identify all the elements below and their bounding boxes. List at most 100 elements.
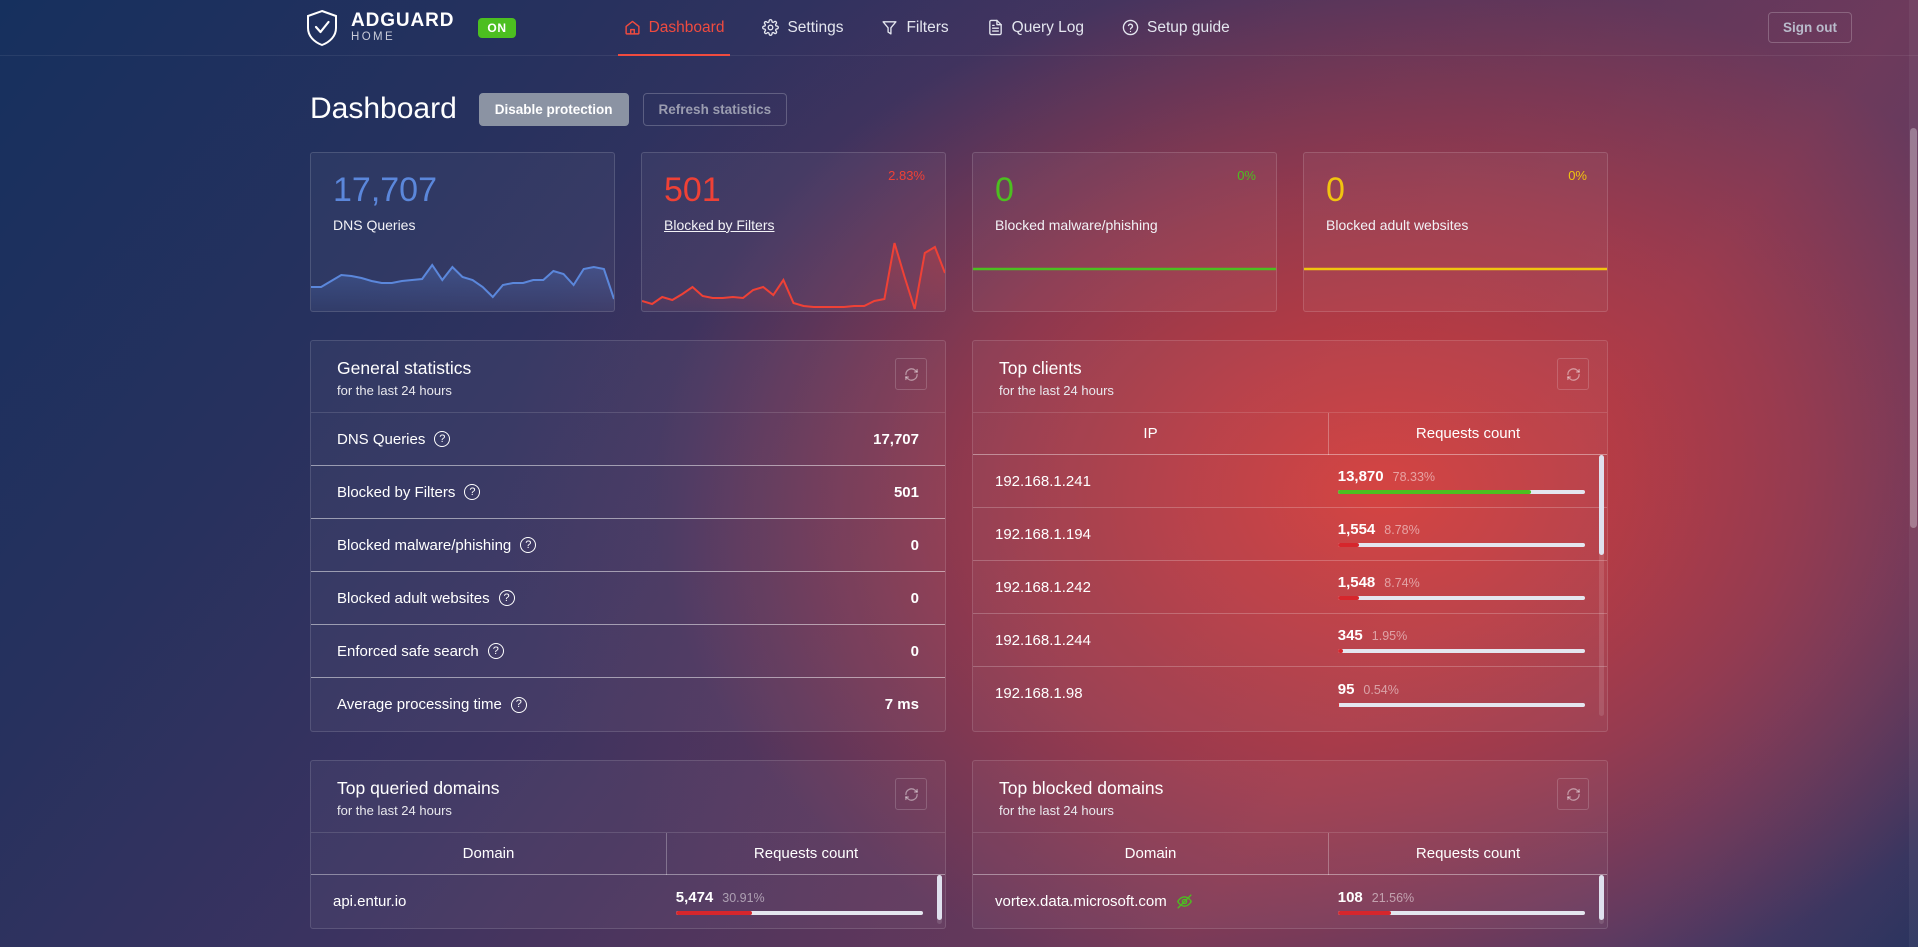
domain-requests: 5,474 30.91% xyxy=(675,888,945,915)
stat-value: 0 xyxy=(910,536,919,554)
brand-subtitle: HOME xyxy=(351,31,396,44)
count-value: 1,554 xyxy=(1337,521,1376,538)
stat-value: 0 xyxy=(910,642,919,660)
help-icon[interactable]: ? xyxy=(487,643,504,659)
panel-general-statistics: General statistics for the last 24 hours… xyxy=(310,340,946,732)
panel-scrollbar-track[interactable] xyxy=(1599,455,1604,716)
refresh-icon-general-statistics[interactable] xyxy=(895,358,927,390)
page-scrollbar[interactable] xyxy=(1909,0,1918,947)
panel-scrollbar-thumb[interactable] xyxy=(1599,455,1604,555)
table-header: Domain Requests count xyxy=(973,832,1607,875)
nav-item-query-log[interactable]: Query Log xyxy=(985,0,1086,56)
nav-item-filters[interactable]: Filters xyxy=(879,0,950,56)
card-blocked-malware-phishing[interactable]: 0% 0 Blocked malware/phishing xyxy=(972,152,1277,312)
nav-item-settings[interactable]: Settings xyxy=(760,0,845,56)
page-header-row: Dashboard Disable protection Refresh sta… xyxy=(310,92,1608,126)
count-percent: 0.54% xyxy=(1363,682,1399,697)
stat-row: Average processing time ? 7 ms xyxy=(311,678,945,731)
panel-title-top-queried-domains: Top queried domains xyxy=(337,778,500,798)
column-header-requests-count: Requests count xyxy=(1328,832,1607,875)
card-blocked-by-filters[interactable]: 2.83% 501 Blocked by Filters xyxy=(641,152,946,312)
panel-scrollbar-track[interactable] xyxy=(1599,875,1604,924)
client-ip: 192.168.1.98 xyxy=(995,685,1083,702)
count-value: 5,474 xyxy=(675,888,714,906)
table-row[interactable]: api.entur.io 5,474 30.91% xyxy=(311,875,945,928)
client-ip: 192.168.1.194 xyxy=(995,525,1091,543)
nav-item-setup-guide[interactable]: Setup guide xyxy=(1120,0,1232,56)
count-value: 13,870 xyxy=(1337,468,1384,485)
table-row[interactable]: 192.168.1.194 1,554 8.78% xyxy=(973,508,1607,561)
help-icon[interactable]: ? xyxy=(510,696,527,713)
stat-label: Enforced safe search xyxy=(337,642,479,660)
client-requests: 1,554 8.78% xyxy=(1337,521,1607,547)
protection-status-badge: ON xyxy=(478,17,516,38)
help-icon[interactable]: ? xyxy=(520,537,537,553)
count-value: 345 xyxy=(1337,627,1363,644)
card-sparkline-blocked-by-filters xyxy=(642,225,945,311)
card-label-dns-queries: DNS Queries xyxy=(333,216,416,233)
table-body: 192.168.1.241 13,870 78.33% 192.168.1.19… xyxy=(973,455,1607,720)
stat-label: Blocked by Filters xyxy=(337,483,456,501)
count-percent: 1.95% xyxy=(1371,629,1408,643)
eye-off-icon[interactable] xyxy=(1176,893,1193,910)
disable-protection-button[interactable]: Disable protection xyxy=(478,92,629,126)
refresh-icon-top-clients[interactable] xyxy=(1557,358,1589,390)
panel-scrollbar-thumb[interactable] xyxy=(937,875,942,920)
count-percent: 8.74% xyxy=(1384,576,1420,590)
table-row[interactable]: 192.168.1.244 345 1.95% xyxy=(973,614,1607,667)
nav-label-setup-guide: Setup guide xyxy=(1147,18,1230,36)
stat-row: Blocked adult websites ? 0 xyxy=(311,572,945,625)
help-icon[interactable]: ? xyxy=(498,590,515,606)
table-row[interactable]: 192.168.1.98 95 0.54% xyxy=(973,667,1607,720)
nav-label-filters: Filters xyxy=(906,18,949,36)
card-label-blocked-by-filters[interactable]: Blocked by Filters xyxy=(664,216,775,233)
domain-name: vortex.data.microsoft.com xyxy=(995,893,1167,910)
domain-cell: vortex.data.microsoft.com xyxy=(995,893,1338,910)
panel-scrollbar-thumb[interactable] xyxy=(1599,875,1604,920)
card-percent-blocked-malware-phishing: 0% xyxy=(1237,168,1256,183)
document-icon xyxy=(987,19,1004,36)
page-title: Dashboard xyxy=(310,92,457,125)
nav-item-dashboard[interactable]: Dashboard xyxy=(617,0,731,56)
app-header: ADGUARD HOME ON Dashboard Settings xyxy=(0,0,1918,56)
card-label-blocked-malware-phishing: Blocked malware/phishing xyxy=(995,216,1158,233)
panel-scrollbar-track[interactable] xyxy=(937,875,942,924)
question-circle-icon xyxy=(1122,19,1139,36)
page-content: Dashboard Disable protection Refresh sta… xyxy=(0,56,1918,929)
main-navigation: Dashboard Settings Filters xyxy=(617,0,1232,56)
refresh-icon-top-queried-domains[interactable] xyxy=(895,778,927,810)
panel-title-top-clients: Top clients xyxy=(999,358,1082,378)
stat-label: Blocked adult websites xyxy=(337,589,490,607)
panel-top-queried-domains: Top queried domains for the last 24 hour… xyxy=(310,760,946,929)
panel-header: General statistics for the last 24 hours xyxy=(311,341,945,413)
column-header-ip: IP xyxy=(1143,425,1158,442)
client-ip: 192.168.1.244 xyxy=(995,631,1091,649)
stat-label: Blocked malware/phishing xyxy=(337,536,512,554)
table-row[interactable]: 192.168.1.241 13,870 78.33% xyxy=(973,455,1607,508)
sign-out-button[interactable]: Sign out xyxy=(1768,12,1852,43)
refresh-statistics-button[interactable]: Refresh statistics xyxy=(642,92,788,126)
card-dns-queries[interactable]: 17,707 DNS Queries xyxy=(310,152,615,312)
stat-value: 17,707 xyxy=(873,430,919,448)
table-body: api.entur.io 5,474 30.91% xyxy=(311,875,945,928)
help-icon[interactable]: ? xyxy=(464,484,481,500)
card-value-blocked-malware-phishing: 0 xyxy=(995,171,1014,209)
table-header: IP Requests count xyxy=(973,412,1607,455)
client-ip: 192.168.1.241 xyxy=(995,472,1091,490)
help-icon[interactable]: ? xyxy=(434,431,451,447)
stat-row: Enforced safe search ? 0 xyxy=(311,625,945,678)
table-row[interactable]: 192.168.1.242 1,548 8.74% xyxy=(973,561,1607,614)
progress-bar xyxy=(1337,702,1586,707)
table-top-clients: IP Requests count 192.168.1.241 13,870 7… xyxy=(973,412,1607,720)
refresh-icon-top-blocked-domains[interactable] xyxy=(1557,778,1589,810)
table-row[interactable]: vortex.data.microsoft.com xyxy=(973,875,1607,928)
column-header-requests-count: Requests count xyxy=(1328,412,1607,455)
client-requests: 95 0.54% xyxy=(1337,681,1607,707)
stat-row: DNS Queries ? 17,707 xyxy=(311,413,945,466)
brand-logo: ADGUARD HOME ON xyxy=(305,9,516,47)
panel-header: Top blocked domains for the last 24 hour… xyxy=(973,761,1607,833)
count-percent: 30.91% xyxy=(722,890,765,905)
card-blocked-adult-websites[interactable]: 0% 0 Blocked adult websites xyxy=(1303,152,1608,312)
page-scrollbar-thumb[interactable] xyxy=(1910,128,1917,528)
panel-subtitle-top-queried-domains: for the last 24 hours xyxy=(337,803,452,818)
